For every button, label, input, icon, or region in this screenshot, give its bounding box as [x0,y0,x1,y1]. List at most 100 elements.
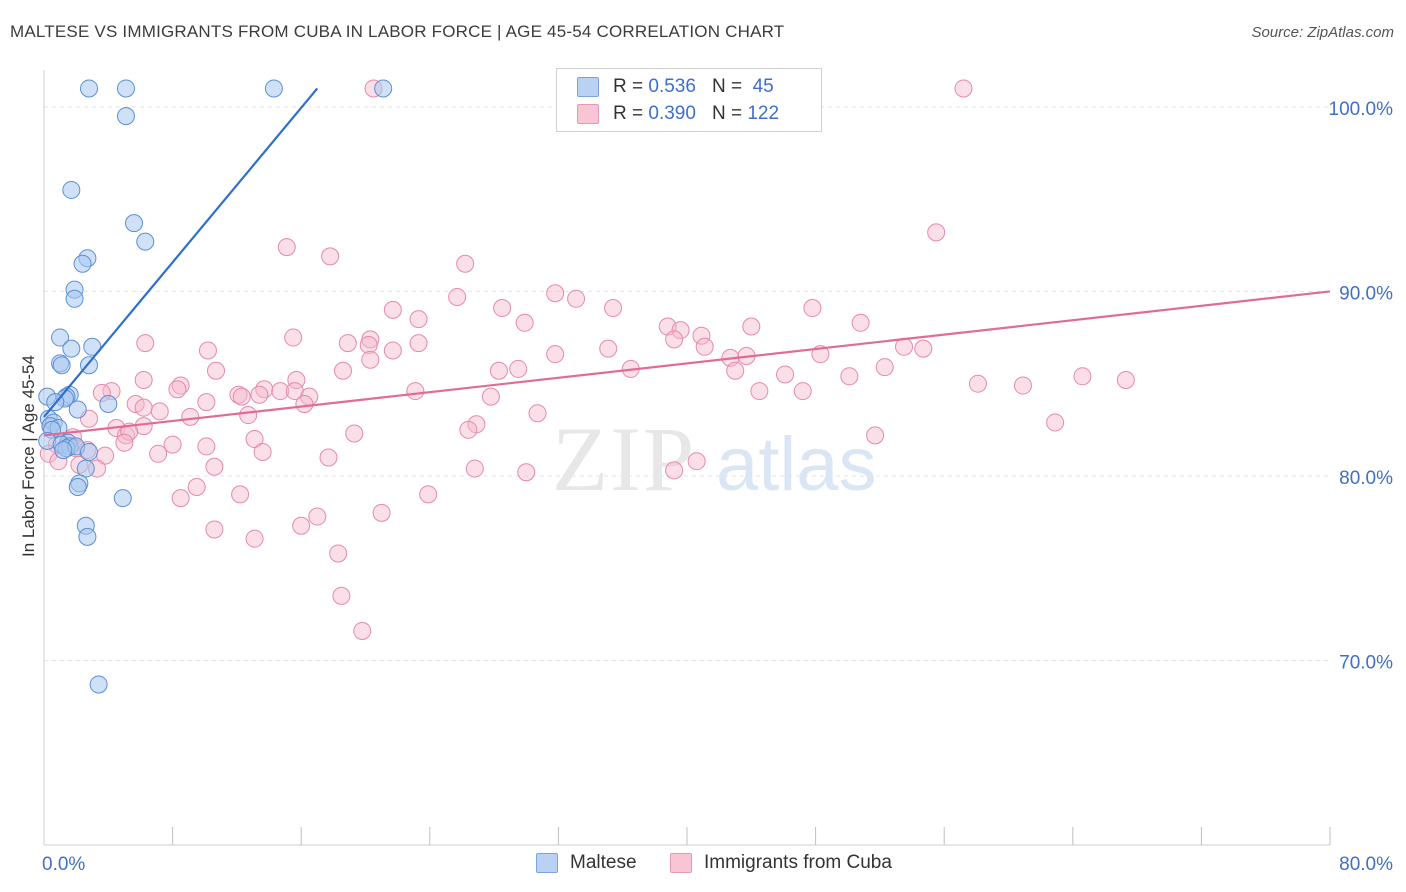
x-tick-label: 80.0% [1339,854,1393,875]
y-tick-label: 90.0% [1339,283,1393,304]
watermark-zip: ZIP [552,408,696,510]
cuba-point [509,359,528,378]
correlation-legend: R = 0.536 N = 45 R = 0.390 N = 122 [556,68,822,132]
cuba-point [292,516,311,535]
cuba-point [277,238,296,257]
cuba-point [599,339,618,358]
cuba-point [250,385,269,404]
cuba-point [345,424,364,443]
cuba-point [465,459,484,478]
cuba-point [229,385,248,404]
cuba-point [419,485,438,504]
cuba-point [284,328,303,347]
cuba-point [459,420,478,439]
cuba-point [308,507,327,526]
maltese-point [264,79,283,98]
cuba-point [232,387,251,406]
cuba-point [207,361,226,380]
maltese-point [136,232,155,251]
cuba-point [359,335,378,354]
maltese-point [116,79,135,98]
cuba-point [171,489,190,508]
maltese-point [83,337,102,356]
cuba-point [255,380,274,399]
legend-r-value: 0.536 [648,76,696,97]
y-tick-label: 100.0% [1329,99,1394,120]
maltese-point [80,442,99,461]
cuba-point [695,337,714,356]
legend-n-value: 122 [747,103,780,124]
cuba-point [136,334,155,353]
maltese-point [62,339,81,358]
cuba-point [954,79,973,98]
maltese-point [68,400,87,419]
cuba-point [332,586,351,605]
maltese-point [65,289,84,308]
cuba-point [115,433,134,452]
y-axis-label: In Labor Force | Age 45-54 [19,355,38,557]
cuba-point [120,422,139,441]
legend-item-maltese: Maltese [536,852,637,874]
cuba-point [271,382,290,401]
cuba-point [515,313,534,332]
cuba-point [665,330,684,349]
maltese-point [80,79,99,98]
cuba-point [406,382,425,401]
cuba-point [489,361,508,380]
cuba-point [793,382,812,401]
cuba-point [361,350,380,369]
cuba-point [333,361,352,380]
cuba-point [604,299,623,318]
cuba-point [914,339,933,358]
cuba-point [197,437,216,456]
cuba-point [245,529,264,548]
cuba-point [353,621,372,640]
cuba-point [776,365,795,384]
maltese-swatch [536,853,558,873]
cuba-point [1073,367,1092,386]
maltese-point [54,441,73,460]
x-tick-label: 0.0% [42,854,85,875]
legend-item-cuba: Immigrants from Cuba [670,852,892,874]
cuba-point [245,430,264,449]
legend-r-value: 0.390 [648,103,696,124]
legend-r-label: R = [613,103,644,124]
cuba-point [197,393,216,412]
maltese-point [78,527,97,546]
cuba-point [803,299,822,318]
legend-n-label: N = [711,103,743,124]
cuba-point [372,503,391,522]
immigrants-from-cuba-points [39,79,1135,640]
cuba-swatch [670,853,692,873]
cuba-point [253,442,272,461]
source-label: Source: ZipAtlas.com [1251,24,1394,41]
cuba-point [163,435,182,454]
cuba-point [750,382,769,401]
maltese-point [62,180,81,199]
cuba-point [321,247,340,266]
maltese-point [52,356,71,375]
cuba-point [927,223,946,242]
cuba-point [134,398,153,417]
cuba-point [875,358,894,377]
legend-row-maltese: R = 0.536 N = 45 [577,74,774,100]
cuba-point [1046,413,1065,432]
cuba-point [409,310,428,329]
legend-label-cuba: Immigrants from Cuba [704,852,892,873]
cuba-point [726,361,745,380]
cuba-point [528,404,547,423]
maltese-point [113,489,132,508]
cuba-point [383,341,402,360]
cuba-point [295,394,314,413]
cuba-point [671,321,690,340]
cuba-swatch [577,104,599,124]
watermark-atlas: atlas [716,422,877,507]
cuba-point [409,334,428,353]
legend-label-maltese: Maltese [570,852,637,873]
cuba-trendline [43,290,1331,437]
y-tick-label: 70.0% [1339,652,1393,673]
cuba-point [168,380,187,399]
maltese-point [73,254,92,273]
maltese-point [68,478,87,497]
